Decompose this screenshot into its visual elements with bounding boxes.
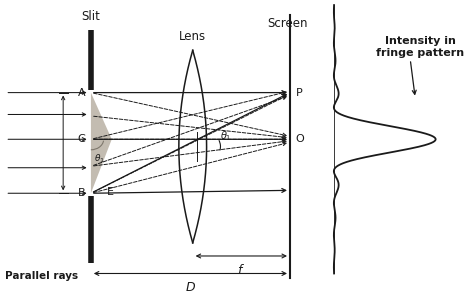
Text: $D$: $D$	[185, 281, 196, 294]
Text: A: A	[78, 88, 85, 98]
Text: Intensity in
fringe pattern: Intensity in fringe pattern	[376, 36, 465, 58]
Text: O: O	[295, 134, 304, 144]
Text: $f$: $f$	[237, 263, 245, 277]
Text: P: P	[295, 88, 302, 98]
Text: $\theta_1$: $\theta_1$	[94, 153, 105, 165]
Polygon shape	[91, 93, 112, 193]
Text: B: B	[78, 188, 85, 198]
Text: Slit: Slit	[82, 10, 100, 23]
Text: Screen: Screen	[267, 17, 308, 30]
Text: Lens: Lens	[179, 30, 206, 43]
Text: Parallel rays: Parallel rays	[5, 271, 78, 281]
Text: $\theta_1$: $\theta_1$	[220, 129, 232, 143]
Text: E: E	[107, 187, 114, 197]
Text: C: C	[78, 134, 85, 144]
